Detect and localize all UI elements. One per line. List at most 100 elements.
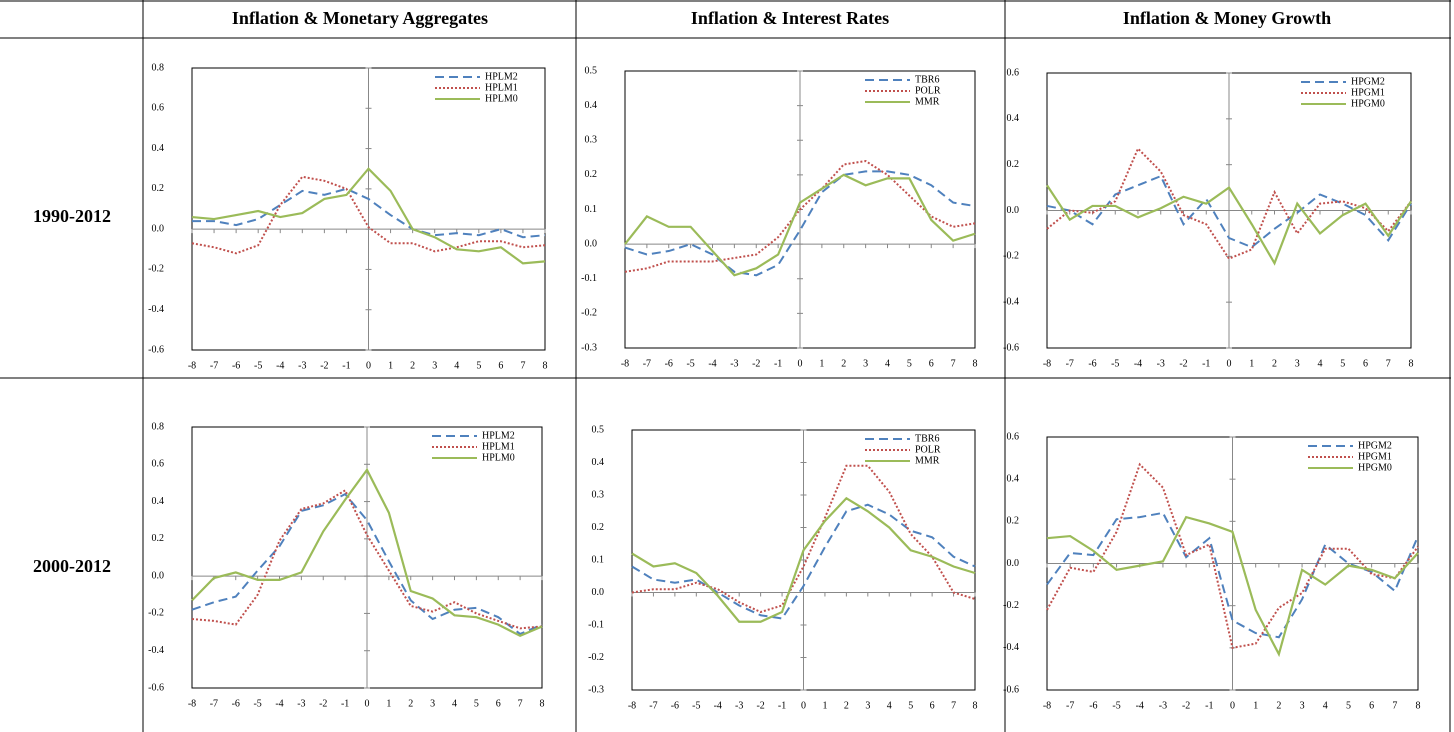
x-tick-label: -5 — [254, 360, 262, 371]
y-tick-label: -0.2 — [581, 308, 597, 319]
legend-label: HPLM1 — [485, 82, 518, 93]
legend-label: HPLM2 — [485, 71, 518, 82]
x-tick-label: -1 — [341, 698, 349, 709]
y-tick-label: 0.5 — [585, 65, 598, 76]
column-header: Inflation & Interest Rates — [691, 8, 889, 28]
y-tick-label: -0.6 — [148, 344, 164, 355]
y-tick-label: 0.4 — [1007, 473, 1020, 484]
x-tick-label: 5 — [908, 700, 913, 711]
x-tick-label: -6 — [232, 698, 240, 709]
x-tick-label: 5 — [907, 358, 912, 369]
x-tick-label: 3 — [863, 358, 868, 369]
y-tick-label: -0.2 — [588, 652, 604, 663]
x-tick-label: 6 — [1369, 700, 1374, 711]
x-tick-label: -4 — [714, 700, 722, 711]
x-tick-label: 8 — [973, 700, 978, 711]
legend-label: HPLM2 — [482, 430, 515, 441]
y-tick-label: 0.6 — [1007, 67, 1020, 78]
y-tick-label: -0.2 — [148, 608, 164, 619]
series-line — [191, 492, 543, 636]
legend-label: MMR — [915, 96, 940, 107]
series-line — [631, 503, 976, 620]
y-tick-label: -0.4 — [148, 304, 164, 315]
series-line — [631, 496, 976, 623]
x-tick-label: -4 — [708, 358, 716, 369]
x-tick-label: 5 — [474, 698, 479, 709]
x-tick-label: 7 — [951, 700, 956, 711]
x-tick-label: 1 — [388, 360, 393, 371]
x-tick-label: 5 — [1346, 700, 1351, 711]
x-tick-label: -6 — [232, 360, 240, 371]
x-tick-label: 1 — [1253, 700, 1258, 711]
y-tick-label: 0.6 — [1007, 431, 1020, 442]
x-tick-label: -3 — [298, 360, 306, 371]
y-tick-label: -0.6 — [1003, 684, 1019, 695]
legend-label: HPGM1 — [1358, 451, 1392, 462]
x-tick-label: -2 — [320, 360, 328, 371]
x-tick-label: -4 — [275, 698, 283, 709]
y-tick-label: 0.2 — [1007, 516, 1020, 527]
x-tick-label: 2 — [1276, 700, 1281, 711]
legend-label: MMR — [915, 455, 940, 466]
x-tick-label: -2 — [756, 700, 764, 711]
y-tick-label: -0.4 — [1003, 642, 1019, 653]
x-tick-label: 8 — [973, 358, 978, 369]
x-tick-label: -8 — [1043, 700, 1051, 711]
x-tick-label: -5 — [1111, 358, 1119, 369]
x-tick-label: -5 — [1112, 700, 1120, 711]
x-tick-label: -2 — [319, 698, 327, 709]
legend-label: HPLM1 — [482, 441, 515, 452]
x-tick-label: -5 — [686, 358, 694, 369]
y-tick-label: 0.0 — [152, 223, 165, 234]
x-tick-label: -4 — [1134, 358, 1142, 369]
x-tick-label: -1 — [1202, 358, 1210, 369]
y-tick-label: -0.6 — [1003, 342, 1019, 353]
x-tick-label: -1 — [342, 360, 350, 371]
x-tick-label: 8 — [1416, 700, 1421, 711]
y-tick-label: -0.2 — [1003, 600, 1019, 611]
series-line — [192, 187, 546, 239]
x-tick-label: -5 — [692, 700, 700, 711]
y-tick-label: -0.2 — [148, 264, 164, 275]
y-tick-label: 0.4 — [585, 100, 598, 111]
x-tick-label: -1 — [1205, 700, 1213, 711]
y-tick-label: 0.3 — [592, 489, 605, 500]
y-tick-label: 0.3 — [585, 135, 598, 146]
legend-label: HPGM0 — [1351, 98, 1385, 109]
y-tick-label: 0.8 — [152, 421, 165, 432]
x-tick-label: -3 — [730, 358, 738, 369]
y-tick-label: 0.0 — [152, 570, 165, 581]
x-tick-label: 4 — [885, 358, 890, 369]
x-tick-label: 7 — [520, 360, 525, 371]
y-tick-label: 0.2 — [592, 522, 605, 533]
series-line — [624, 173, 976, 277]
x-tick-label: 1 — [386, 698, 391, 709]
series-line — [624, 159, 976, 273]
series-line — [191, 488, 543, 630]
x-tick-label: -7 — [643, 358, 651, 369]
x-tick-label: 5 — [476, 360, 481, 371]
series-line — [1046, 184, 1412, 266]
legend-label: HPGM2 — [1358, 440, 1392, 451]
x-tick-label: 7 — [1386, 358, 1391, 369]
x-tick-label: 0 — [801, 700, 806, 711]
x-tick-label: 7 — [518, 698, 523, 709]
x-tick-label: -2 — [1182, 700, 1190, 711]
x-tick-label: 6 — [496, 698, 501, 709]
x-tick-label: 8 — [1409, 358, 1414, 369]
series-line — [631, 464, 976, 614]
y-tick-label: -0.1 — [588, 619, 604, 630]
legend-label: POLR — [915, 85, 941, 96]
x-tick-label: -7 — [210, 360, 218, 371]
x-tick-label: -4 — [276, 360, 284, 371]
y-tick-label: -0.6 — [148, 682, 164, 693]
x-tick-label: 7 — [951, 358, 956, 369]
x-tick-label: -1 — [778, 700, 786, 711]
y-tick-label: 0.4 — [152, 496, 165, 507]
legend-label: HPGM1 — [1351, 87, 1385, 98]
x-tick-label: 1 — [819, 358, 824, 369]
y-tick-label: -0.2 — [1003, 251, 1019, 262]
y-tick-label: 0.0 — [1007, 205, 1020, 216]
x-tick-label: -3 — [297, 698, 305, 709]
